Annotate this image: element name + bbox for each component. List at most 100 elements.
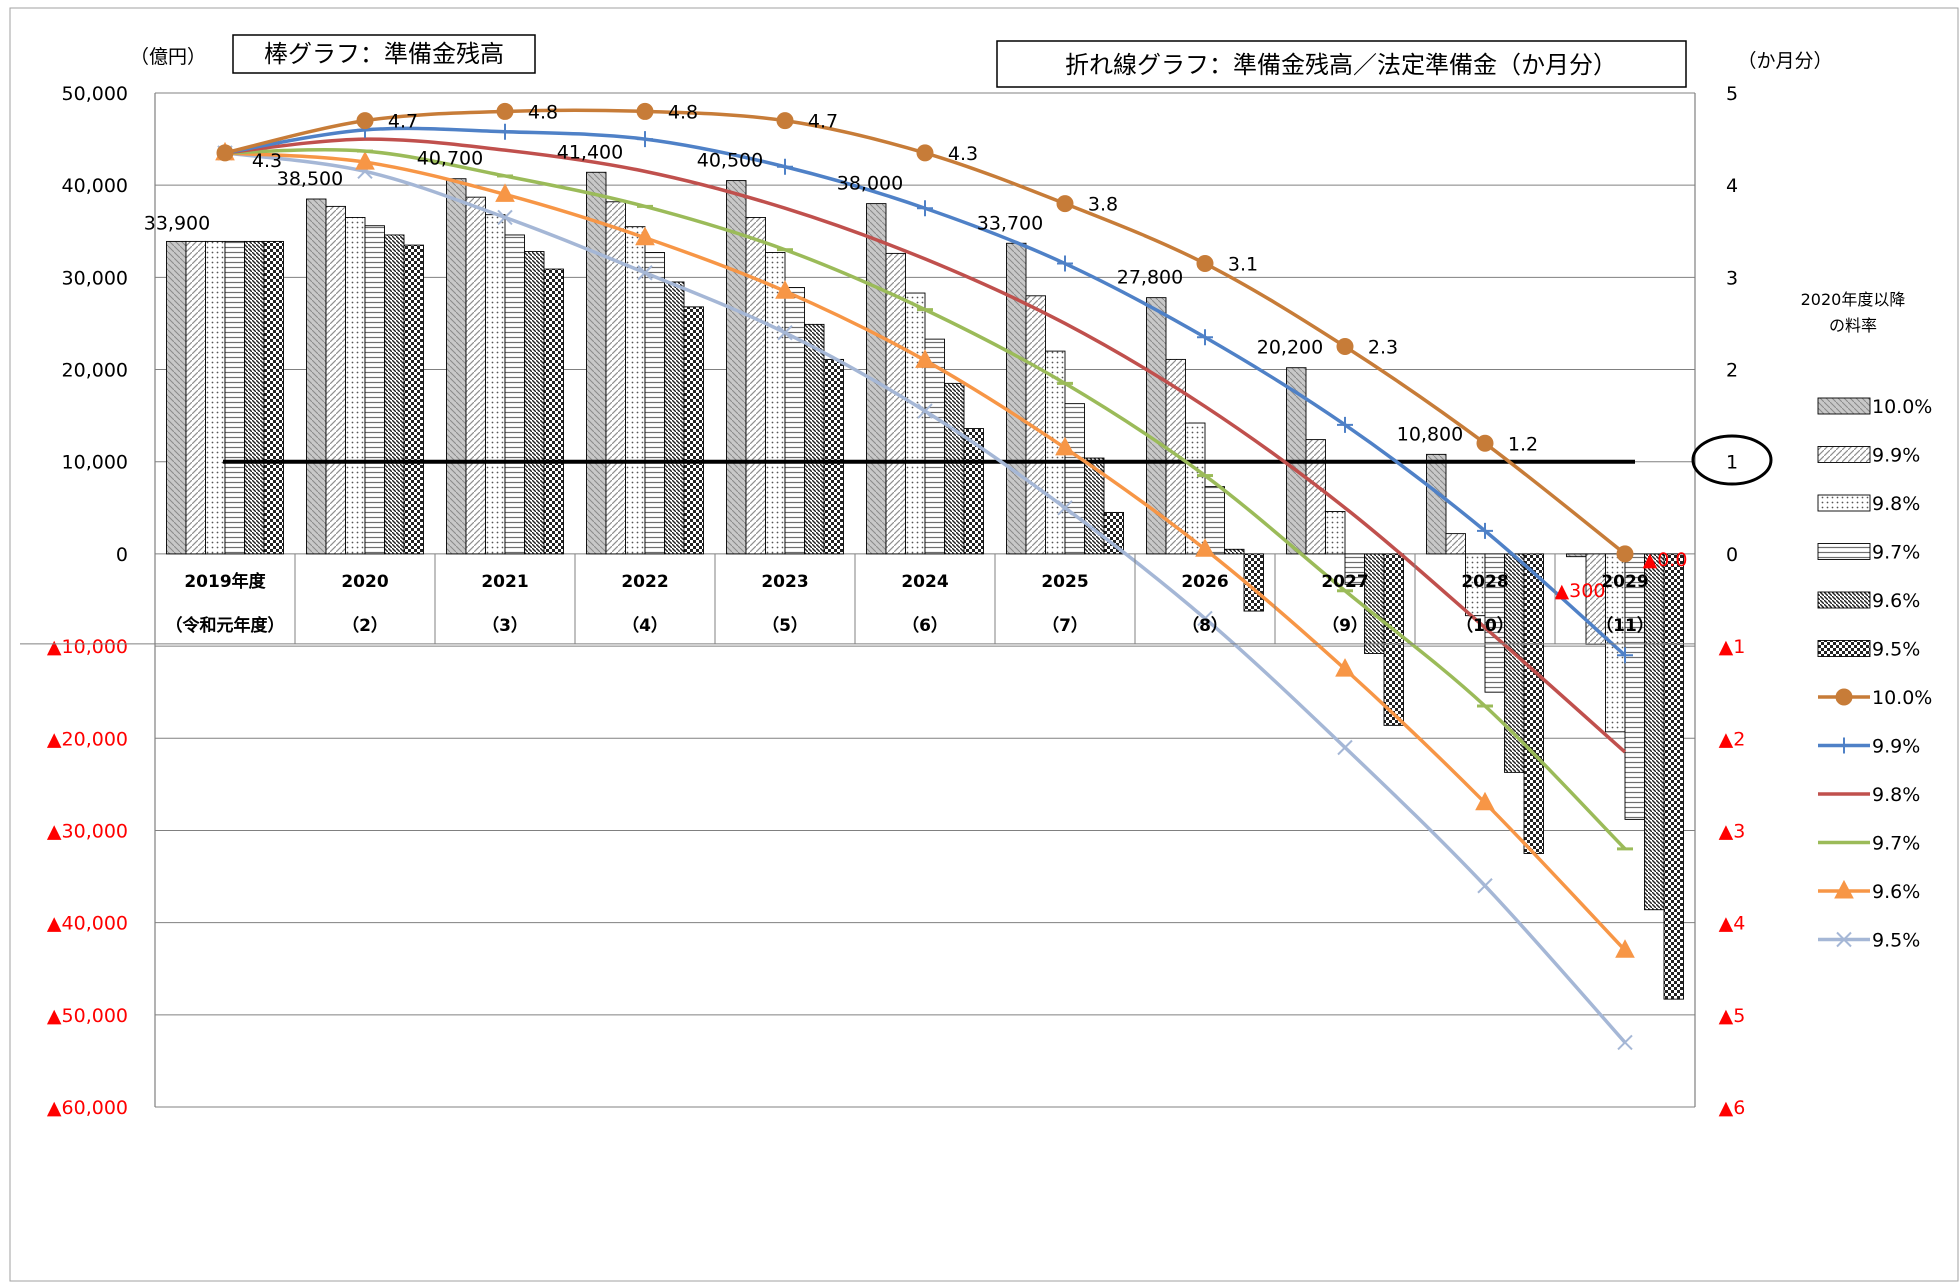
line-9.7% xyxy=(224,147,1627,851)
line-point-10.0% xyxy=(776,112,794,130)
legend-swatch-bar xyxy=(1817,397,1871,415)
line-point-9.5% xyxy=(637,265,653,281)
bar-9.5% xyxy=(1383,553,1404,726)
left-tick-label: ▲20,000 xyxy=(47,728,128,750)
legend-label-line: 9.8% xyxy=(1872,784,1920,806)
bar-9.7% xyxy=(504,234,525,555)
bar-9.8% xyxy=(205,240,226,555)
legend-marker xyxy=(1836,737,1852,754)
line-point-9.5% xyxy=(1617,1034,1633,1051)
category-sub-label: （10） xyxy=(1456,615,1514,636)
line-value-label: 1.2 xyxy=(1508,433,1538,455)
bar-10.0% xyxy=(1566,553,1587,558)
bar-9.5% xyxy=(1523,553,1544,854)
bar-value-label: 10,800 xyxy=(1397,423,1463,445)
bar-9.9% xyxy=(325,205,346,555)
bar-9.5% xyxy=(1663,553,1684,1000)
right-tick-label: 2 xyxy=(1726,360,1738,382)
bar-9.6% xyxy=(944,382,965,555)
bar-9.6% xyxy=(1364,553,1385,654)
lines-layer xyxy=(215,102,1635,1051)
line-point-9.6% xyxy=(1335,658,1355,677)
bar-9.7% xyxy=(784,287,805,555)
right-tick-label: 3 xyxy=(1726,267,1738,289)
legend-label-bar: 9.7% xyxy=(1872,542,1920,564)
bar-9.8% xyxy=(1325,511,1346,555)
bar-9.8% xyxy=(905,292,926,555)
legend-label-bar: 9.5% xyxy=(1872,639,1920,661)
line-point-9.6% xyxy=(775,280,795,299)
bar-9.9% xyxy=(1305,439,1326,555)
bars-layer xyxy=(166,171,1684,1000)
category-label: 2020 xyxy=(341,572,388,592)
line-point-9.6% xyxy=(355,151,375,170)
legend-swatch-bar xyxy=(1817,494,1871,512)
bar-10.0% xyxy=(586,171,607,555)
right-tick-label: ▲2 xyxy=(1719,728,1746,750)
line-point-10.0% xyxy=(216,144,234,162)
category-sub-label: （5） xyxy=(762,615,808,636)
bar-value-label: 38,500 xyxy=(277,168,343,190)
line-value-label: 4.3 xyxy=(948,143,978,165)
left-tick-label: 0 xyxy=(116,544,128,566)
bar-10.0% xyxy=(1426,453,1447,555)
line-value-label: ▲0.0 xyxy=(1643,549,1688,571)
legend-swatch-bar xyxy=(1817,446,1871,463)
left-tick-label: ▲50,000 xyxy=(47,1005,128,1027)
line-point-9.9% xyxy=(497,123,513,140)
category-label: 2023 xyxy=(761,572,808,592)
legend-swatch-bar xyxy=(1817,543,1871,560)
right-tick-label: 1 xyxy=(1726,452,1738,474)
line-title-box xyxy=(996,40,1687,88)
bar-9.6% xyxy=(524,251,545,555)
category-label: 2021 xyxy=(481,572,528,592)
line-9.5% xyxy=(224,151,1627,1044)
left-tick-label: 40,000 xyxy=(62,175,128,197)
category-label: 2022 xyxy=(621,572,668,592)
legend-label-line: 10.0% xyxy=(1872,687,1932,709)
bar-9.6% xyxy=(384,234,405,555)
bar-9.6% xyxy=(664,281,685,555)
line-9.9% xyxy=(224,126,1627,657)
line-title: 折れ線グラフ：準備金残高／法定準備金（か月分） xyxy=(1065,51,1617,79)
bar-9.5% xyxy=(543,268,564,555)
legend-marker xyxy=(1835,688,1853,706)
category-label: 2029 xyxy=(1601,572,1648,592)
bar-9.5% xyxy=(263,240,284,555)
category-sub-label: （3） xyxy=(482,615,528,636)
line-point-9.9% xyxy=(1477,522,1493,539)
line-value-label: 3.8 xyxy=(1088,194,1118,216)
right-tick-label: 5 xyxy=(1726,83,1738,105)
bar-value-label: 40,700 xyxy=(417,148,483,170)
line-point-10.0% xyxy=(1056,195,1074,213)
labels-layer: 33,900 38,500 40,700 41,400 40,500 38,000 33,7… xyxy=(144,101,1688,601)
bar-9.8% xyxy=(345,216,366,555)
bar-9.9% xyxy=(185,240,206,555)
axis-layer: 50,000 5 40,000 4 30,000 3 20,000 2 10,000 1 0 0 ▲10… xyxy=(20,83,1745,1119)
right-axis-unit: （か月分） xyxy=(1737,50,1832,72)
bar-value-label: 33,700 xyxy=(977,212,1043,234)
line-point-10.0% xyxy=(356,112,374,130)
category-sub-label: （令和元年度） xyxy=(166,615,285,636)
line-point-9.9% xyxy=(1617,647,1633,664)
line-point-9.6% xyxy=(635,226,655,246)
right-tick-label: ▲6 xyxy=(1719,1097,1746,1119)
bar-9.7% xyxy=(1204,486,1225,555)
left-tick-label: 50,000 xyxy=(62,83,128,105)
category-sub-label: （6） xyxy=(902,615,948,636)
bar-value-label: 40,500 xyxy=(697,150,763,172)
bar-9.7% xyxy=(1064,403,1085,555)
bar-9.7% xyxy=(224,240,245,555)
bar-9.7% xyxy=(644,252,665,555)
bar-10.0% xyxy=(1006,242,1027,555)
bar-10.0% xyxy=(446,178,467,555)
right-tick-label: ▲3 xyxy=(1719,820,1746,842)
bar-title-box xyxy=(232,34,536,74)
right-tick-label: ▲4 xyxy=(1719,913,1746,935)
legend-title-line1: 2020年度以降 xyxy=(1801,290,1906,309)
bar-9.9% xyxy=(605,201,626,555)
line-point-10.0% xyxy=(916,144,934,162)
bar-value-label: 27,800 xyxy=(1117,267,1183,289)
line-point-9.5% xyxy=(917,403,933,419)
